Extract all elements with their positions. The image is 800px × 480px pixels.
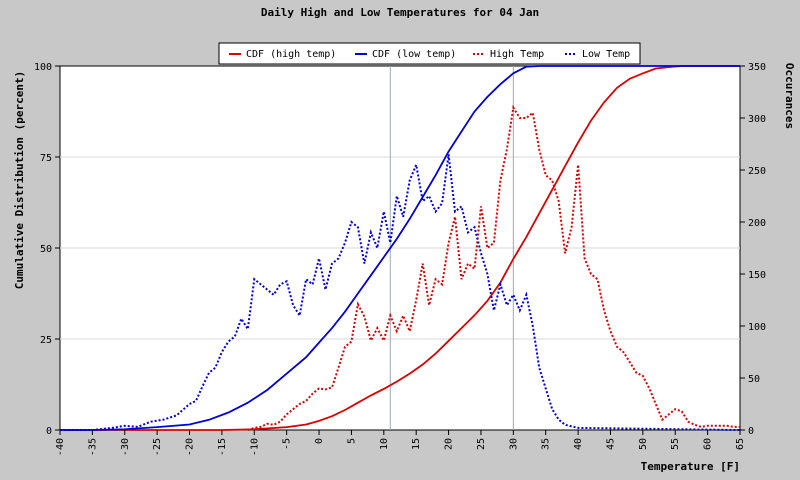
series-line	[247, 104, 740, 431]
x-tick-label: -5	[282, 438, 293, 450]
x-tick-label: -40	[55, 438, 66, 456]
y-tick-label: 25	[40, 335, 52, 346]
y2-axis-title: Occurances	[783, 63, 796, 129]
y-tick-label: 0	[46, 426, 52, 437]
grid-lines	[60, 156, 740, 340]
legend-label: CDF (high temp)	[246, 49, 336, 60]
legend-label: Low Temp	[582, 49, 630, 60]
legend-label: High Temp	[490, 49, 544, 60]
x-tick-label: 20	[444, 438, 455, 450]
x-tick-label: 0	[314, 438, 325, 444]
x-tick-label: -35	[87, 438, 98, 456]
legend: CDF (high temp) CDF (low temp) High Temp Lo…	[218, 42, 641, 65]
chart-title: Daily High and Low Temperatures for 04 J…	[261, 6, 539, 19]
x-axis-title: Temperature [F]	[641, 460, 740, 473]
y2-tick-label: 0	[748, 426, 754, 437]
x-tick-label: 55	[670, 438, 681, 450]
y-tick-label: 100	[34, 62, 52, 73]
x-tick-label: 35	[541, 438, 552, 450]
x-tick-label: -25	[152, 438, 163, 456]
x-tick-label: 30	[508, 438, 519, 450]
series-line	[60, 65, 740, 431]
x-tick-label: 50	[638, 438, 649, 450]
x-tick-label: -20	[185, 438, 196, 456]
series-layer	[60, 65, 741, 431]
y2-tick-label: 350	[748, 62, 766, 73]
x-tick-label: -30	[120, 438, 131, 456]
y-axis-title: Cumulative Distribution (percent)	[13, 71, 26, 290]
y-tick-label: 50	[40, 244, 52, 255]
x-tick-label: 60	[703, 438, 714, 450]
x-tick-label: 15	[411, 438, 422, 450]
x-tick-label: 10	[379, 438, 390, 450]
x-axis-ticks: -40 -35 -30 -25 -20 -15 -10 -5 0 5 10 15 20 25 30 35 40 4…	[55, 430, 746, 456]
y-tick-label: 75	[40, 153, 52, 164]
x-tick-label: 25	[476, 438, 487, 450]
x-tick-label: -15	[217, 438, 228, 456]
x-tick-label: 45	[605, 438, 616, 450]
y2-tick-label: 50	[748, 374, 760, 385]
y2-tick-label: 150	[748, 270, 766, 281]
y2-tick-label: 200	[748, 218, 766, 229]
legend-label: CDF (low temp)	[372, 49, 456, 60]
series-line	[60, 65, 740, 431]
x-tick-label: 40	[573, 438, 584, 450]
y-axis-ticks: 0 25 50 75 100	[34, 62, 60, 437]
legend-box	[218, 42, 641, 65]
y2-tick-label: 250	[748, 166, 766, 177]
x-tick-label: -10	[249, 438, 260, 456]
x-tick-label: 5	[346, 438, 357, 444]
y2-axis-ticks: 0 50 100 150 200 250 300 350	[740, 62, 766, 437]
y2-tick-label: 300	[748, 114, 766, 125]
series-line	[60, 154, 741, 431]
y2-tick-label: 100	[748, 322, 766, 333]
x-tick-label: 65	[735, 438, 746, 450]
